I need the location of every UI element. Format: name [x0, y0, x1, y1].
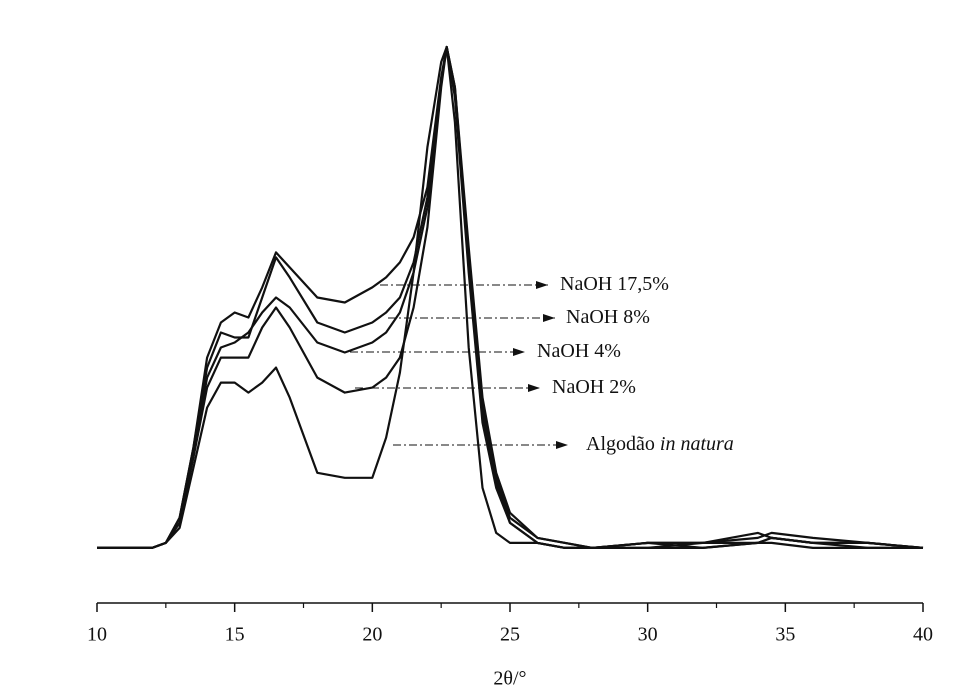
legend-name: NaOH 2%	[552, 376, 636, 398]
series-line	[97, 45, 924, 549]
legend-label: NaOH 8%	[566, 306, 650, 328]
legend-label: NaOH 2%	[552, 376, 636, 398]
series-line	[97, 45, 923, 549]
x-axis-label: 2θ/°	[493, 668, 526, 690]
legend-name: NaOH 17,5%	[560, 273, 669, 295]
x-tick-label: 30	[638, 624, 658, 646]
series-line	[97, 45, 924, 549]
x-tick-label: 20	[362, 624, 382, 646]
x-tick-label: 35	[775, 624, 795, 646]
series-line	[97, 45, 923, 549]
legend-name-italic: in natura	[660, 433, 734, 455]
x-tick-label: 10	[87, 624, 107, 646]
x-tick-label: 15	[225, 624, 245, 646]
legend-name: NaOH 8%	[566, 306, 650, 328]
legend-label: NaOH 17,5%	[560, 273, 669, 295]
series-line	[97, 45, 924, 549]
legend-label: Algodão in natura	[586, 433, 734, 455]
x-tick-label: 40	[913, 624, 933, 646]
legend-name: NaOH 4%	[537, 340, 621, 362]
legend-name: Algodão	[586, 433, 655, 455]
legend-label: NaOH 4%	[537, 340, 621, 362]
x-tick-label: 25	[500, 624, 520, 646]
